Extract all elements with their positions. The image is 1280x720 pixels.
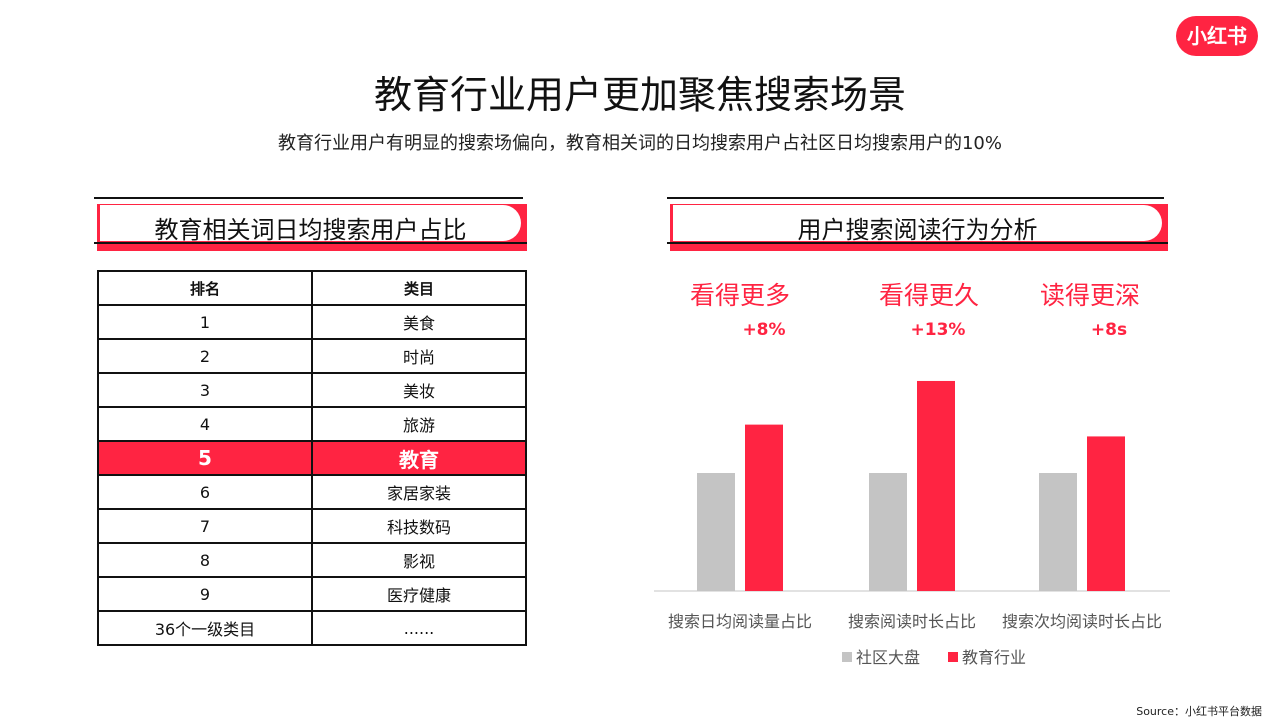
page-title: 教育行业用户更加聚焦搜索场景 [373,73,906,117]
category-cell: 科技数码 [311,508,527,544]
annotation-headline: 读得更深 [1040,281,1140,310]
rank-cell: 6 [97,474,313,510]
rank-cell: 2 [97,338,313,374]
right-panel-heading: 用户搜索阅读行为分析 [667,197,1168,253]
left-panel-title: 教育相关词日均搜索用户占比 [154,216,467,244]
rank-cell: 1 [97,304,313,340]
bar-education [917,380,955,591]
annotation-headline: 看得更多 [690,281,790,310]
rank-cell: 4 [97,406,313,442]
table-row: 1 美食 [97,304,527,340]
page-subtitle: 教育行业用户有明显的搜索场偏向，教育相关词的日均搜索用户占社区日均搜索用户的10… [277,133,1002,154]
category-cell: 美妆 [311,372,527,408]
table-row: 2 时尚 [97,338,527,374]
x-tick-label: 搜索日均阅读量占比 [668,612,812,631]
behavior-bar-chart: 搜索日均阅读量占比 看得更多 +8% 搜索阅读时长占比 看得更久 +13% 搜索次均阅读时长… [654,281,1170,667]
bar-education [1087,436,1125,591]
bar-education [745,424,783,591]
category-cell: 时尚 [311,338,527,374]
category-cell: 影视 [311,542,527,578]
rank-cell: 5 [97,440,313,476]
brand-logo: 小红书 [1176,16,1258,56]
table-header-row: 排名 类目 [97,270,527,306]
category-cell: 教育 [311,440,527,476]
category-cell: ...... [311,610,527,646]
rank-cell: 7 [97,508,313,544]
column-header: 类目 [311,270,527,306]
annotation-headline: 看得更久 [879,281,979,310]
legend-swatch [948,652,958,662]
column-header: 排名 [97,270,313,306]
table-row: 3 美妆 [97,372,527,408]
bar-community [869,473,907,591]
legend-label: 教育行业 [962,648,1026,667]
table-row: 36个一级类目...... [97,610,527,646]
category-cell: 旅游 [311,406,527,442]
x-tick-label: 搜索阅读时长占比 [848,612,976,631]
category-cell: 医疗健康 [311,576,527,612]
annotation-delta: +8% [742,320,785,340]
rank-cell: 3 [97,372,313,408]
ranking-table: 排名 类目 1 美食 2 时尚 3 美妆 4 旅游 5 教育 6 家居家装 7 科技数码 8 影视 9 医疗健康 36个… [97,270,527,646]
rank-cell: 9 [97,576,313,612]
table-row: 6 家居家装 [97,474,527,510]
bar-community [697,473,735,591]
table-row: 8 影视 [97,542,527,578]
rank-cell: 8 [97,542,313,578]
category-cell: 家居家装 [311,474,527,510]
table-row: 9 医疗健康 [97,576,527,612]
x-tick-label: 搜索次均阅读时长占比 [1002,612,1162,631]
annotation-delta: +8s [1091,320,1127,340]
left-panel-heading: 教育相关词日均搜索用户占比 [94,197,527,253]
table-row: 7 科技数码 [97,508,527,544]
table-row: 4 旅游 [97,406,527,442]
annotation-delta: +13% [911,320,966,340]
rank-cell: 36个一级类目 [97,610,313,646]
right-panel-title: 用户搜索阅读行为分析 [797,216,1038,244]
source-note: Source：小红书平台数据 [1136,705,1262,718]
table-row-highlighted: 5 教育 [97,440,527,476]
legend-swatch [842,652,852,662]
legend-label: 社区大盘 [856,648,920,667]
bar-community [1039,473,1077,591]
category-cell: 美食 [311,304,527,340]
